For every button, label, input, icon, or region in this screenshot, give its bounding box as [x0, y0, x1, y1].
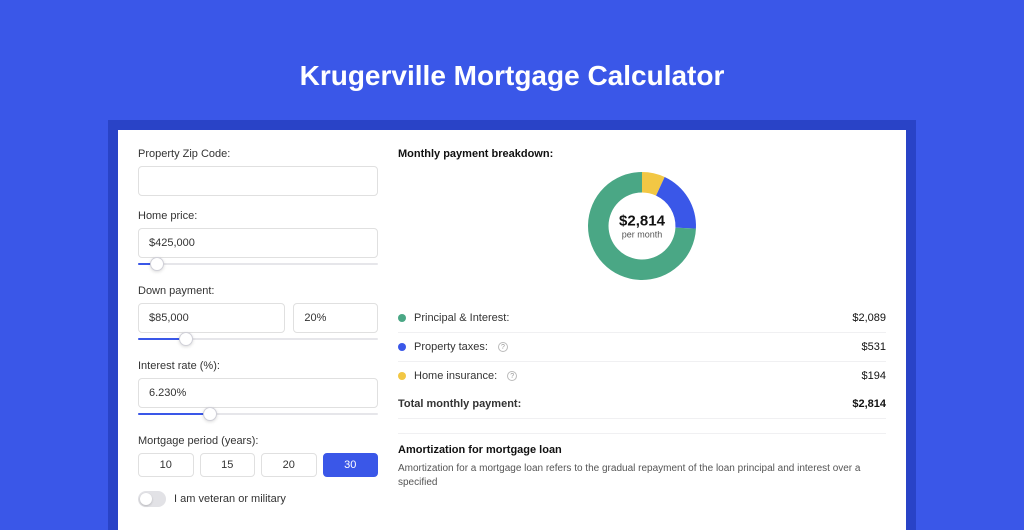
help-icon[interactable]: ? [507, 371, 517, 381]
page-title: Krugerville Mortgage Calculator [0, 60, 1024, 92]
legend-label: Property taxes: [414, 341, 488, 353]
zip-label: Property Zip Code: [138, 148, 378, 160]
legend-dot-icon [398, 314, 406, 322]
form-column: Property Zip Code: Home price: Down paym… [138, 148, 378, 512]
period-row: 10152030 [138, 453, 378, 477]
amortization-block: Amortization for mortgage loan Amortizat… [398, 433, 886, 490]
legend: Principal & Interest: $2,089 Property taxe… [398, 304, 886, 390]
veteran-label: I am veteran or military [174, 493, 286, 505]
donut-chart: $2,814 per month [398, 166, 886, 286]
legend-value: $531 [862, 341, 886, 353]
period-btn-20[interactable]: 20 [261, 453, 317, 477]
period-field: Mortgage period (years): 10152030 [138, 435, 378, 477]
legend-row: Property taxes:? $531 [398, 333, 886, 362]
amortization-heading: Amortization for mortgage loan [398, 444, 886, 456]
donut-sub: per month [619, 230, 665, 240]
interest-label: Interest rate (%): [138, 360, 378, 372]
page-container: Krugerville Mortgage Calculator Property… [0, 0, 1024, 512]
legend-dot-icon [398, 372, 406, 380]
down-payment-slider[interactable] [138, 332, 378, 346]
interest-field: Interest rate (%): [138, 360, 378, 421]
breakdown-heading: Monthly payment breakdown: [398, 148, 886, 160]
home-price-label: Home price: [138, 210, 378, 222]
veteran-toggle[interactable] [138, 491, 166, 507]
legend-dot-icon [398, 343, 406, 351]
home-price-input[interactable] [138, 228, 378, 258]
down-payment-slider-thumb[interactable] [179, 332, 193, 346]
down-payment-pct-input[interactable] [293, 303, 378, 333]
total-row: Total monthly payment: $2,814 [398, 390, 886, 419]
calculator-card: Property Zip Code: Home price: Down paym… [118, 130, 906, 530]
home-price-field: Home price: [138, 210, 378, 271]
down-payment-field: Down payment: [138, 285, 378, 346]
legend-value: $194 [862, 370, 886, 382]
legend-row: Principal & Interest: $2,089 [398, 304, 886, 333]
legend-label: Principal & Interest: [414, 312, 509, 324]
interest-slider[interactable] [138, 407, 378, 421]
veteran-row: I am veteran or military [138, 491, 378, 507]
interest-slider-thumb[interactable] [203, 407, 217, 421]
zip-field: Property Zip Code: [138, 148, 378, 196]
period-btn-10[interactable]: 10 [138, 453, 194, 477]
legend-value: $2,089 [852, 312, 886, 324]
period-btn-15[interactable]: 15 [200, 453, 256, 477]
total-label: Total monthly payment: [398, 398, 521, 410]
total-value: $2,814 [852, 398, 886, 410]
breakdown-column: Monthly payment breakdown: $2,814 per mo… [398, 148, 886, 512]
band: Property Zip Code: Home price: Down paym… [108, 120, 916, 530]
help-icon[interactable]: ? [498, 342, 508, 352]
down-payment-label: Down payment: [138, 285, 378, 297]
zip-input[interactable] [138, 166, 378, 196]
legend-row: Home insurance:? $194 [398, 362, 886, 390]
donut-amount: $2,814 [619, 213, 665, 230]
period-label: Mortgage period (years): [138, 435, 378, 447]
amortization-text: Amortization for a mortgage loan refers … [398, 462, 886, 490]
down-payment-input[interactable] [138, 303, 285, 333]
interest-input[interactable] [138, 378, 378, 408]
home-price-slider[interactable] [138, 257, 378, 271]
period-btn-30[interactable]: 30 [323, 453, 379, 477]
legend-label: Home insurance: [414, 370, 497, 382]
home-price-slider-thumb[interactable] [150, 257, 164, 271]
